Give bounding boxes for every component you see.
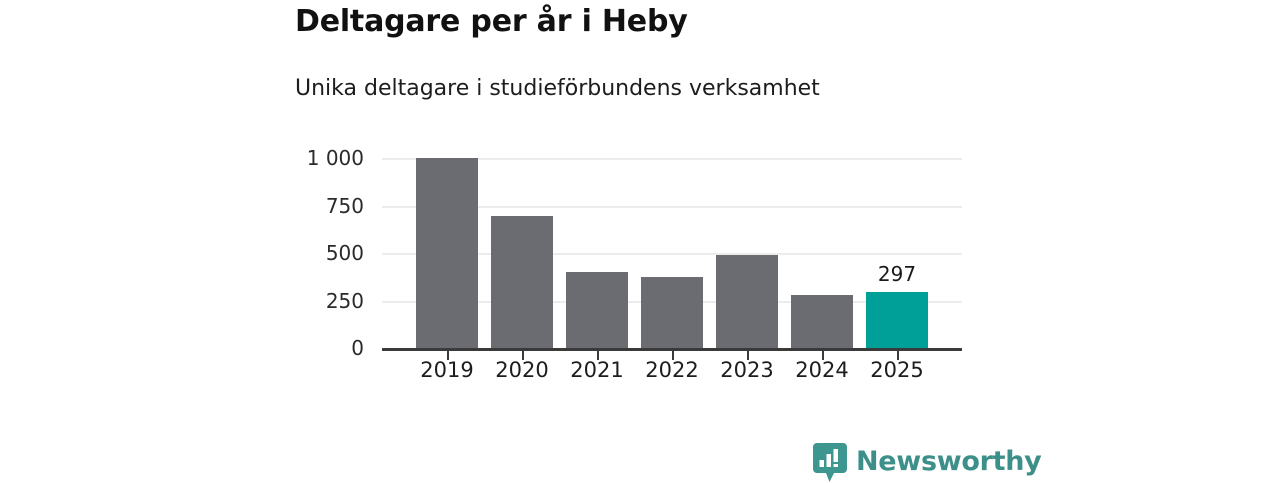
bar-2020[interactable]	[491, 216, 553, 348]
bar-2025[interactable]	[866, 291, 928, 348]
x-axis-tick	[447, 350, 449, 360]
bar-value-label-2025: 297	[877, 261, 917, 286]
x-axis-label-2024: 2024	[795, 358, 849, 382]
x-axis-tick	[822, 350, 824, 360]
bar-2023[interactable]	[716, 254, 778, 348]
y-axis-tick-label: 500	[325, 241, 364, 265]
bar-2024[interactable]	[791, 295, 853, 348]
chart-subtitle: Unika deltagare i studieförbundens verks…	[295, 76, 820, 101]
axis-baseline	[382, 348, 962, 351]
x-axis-tick	[672, 350, 674, 360]
newsworthy-bubble-chart-icon	[813, 443, 847, 483]
page-title: Deltagare per år i Heby	[295, 4, 688, 39]
x-axis-label-2025: 2025	[870, 358, 924, 382]
x-axis-tick	[897, 350, 899, 360]
newsworthy-wordmark: Newsworthy	[856, 445, 1042, 477]
x-axis-label-2019: 2019	[420, 358, 474, 382]
bar-2019[interactable]	[416, 158, 478, 348]
y-axis-tick-label: 250	[325, 288, 364, 313]
gridline	[382, 253, 962, 255]
bar-2022[interactable]	[641, 276, 703, 348]
x-axis-label-2020: 2020	[495, 358, 549, 382]
newsworthy-logo[interactable]: Newsworthy	[813, 443, 1042, 483]
x-axis-tick	[747, 350, 749, 360]
gridline	[382, 205, 962, 208]
chart-plot-area: 297	[382, 150, 962, 360]
x-axis-label-2023: 2023	[720, 358, 774, 382]
x-axis-label-2021: 2021	[570, 358, 624, 382]
bar-2021[interactable]	[566, 272, 628, 348]
y-axis-tick-label: 0	[351, 336, 364, 360]
x-axis-label-2022: 2022	[645, 358, 699, 382]
x-axis-tick	[597, 350, 599, 360]
x-axis-tick	[522, 350, 524, 360]
gridline	[382, 158, 962, 160]
bar-series	[382, 150, 962, 350]
y-axis-tick-label: 1 000	[306, 146, 364, 170]
y-axis: 0 250 500 750 1 000	[282, 146, 374, 360]
x-axis: 2019 2020 2021 2022 2023 2024 2025	[382, 360, 982, 390]
y-axis-tick-label: 750	[325, 193, 364, 218]
